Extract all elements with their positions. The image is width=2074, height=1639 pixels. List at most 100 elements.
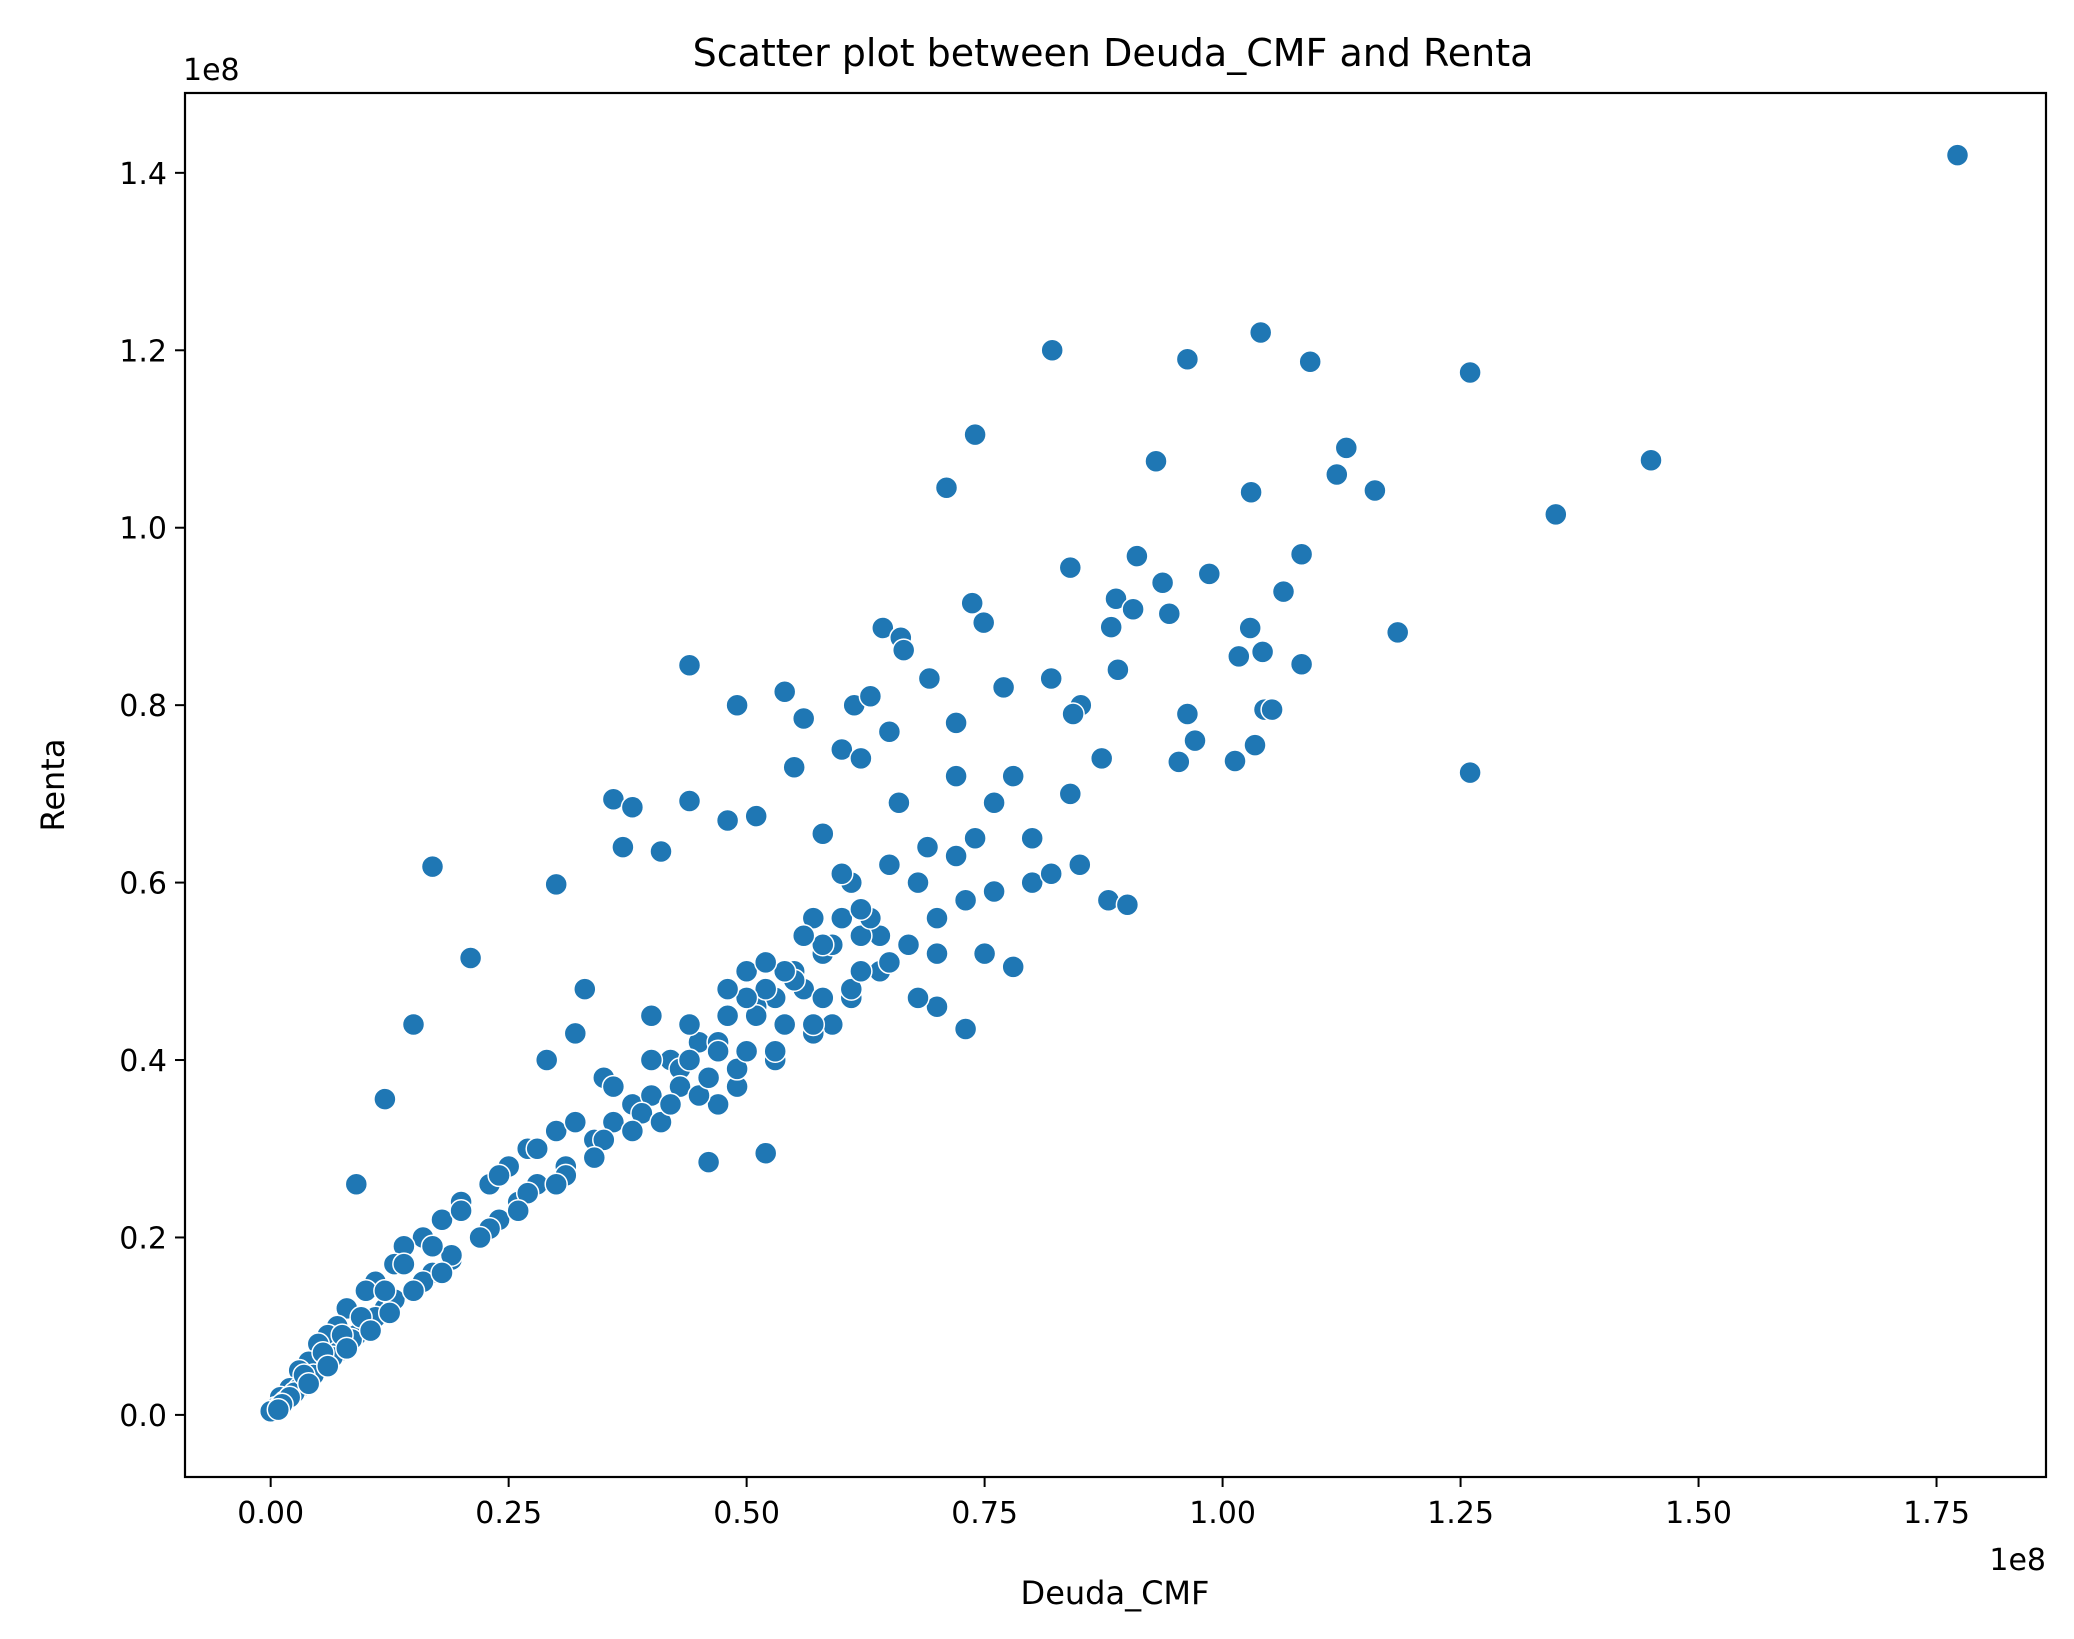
y-tick-label: 0.4	[119, 1044, 167, 1079]
data-point	[744, 804, 768, 828]
data-point	[1639, 448, 1663, 473]
data-point	[1243, 733, 1267, 757]
data-point	[1001, 764, 1025, 788]
data-point	[677, 789, 702, 813]
x-tick-label: 1.75	[1903, 1496, 1970, 1531]
data-point	[601, 1110, 626, 1134]
x-tick-label: 1.50	[1665, 1496, 1732, 1531]
data-point	[373, 1087, 397, 1111]
x-tick-label: 0.25	[475, 1496, 542, 1531]
data-point	[744, 1003, 768, 1028]
x-tick-label: 1.25	[1427, 1496, 1494, 1531]
data-point	[917, 666, 942, 691]
data-point	[358, 1318, 383, 1343]
data-point	[1945, 143, 1970, 167]
data-point	[544, 872, 568, 897]
data-point	[1058, 555, 1083, 580]
data-point	[468, 1225, 492, 1250]
data-point	[972, 941, 997, 966]
data-point	[544, 1172, 568, 1196]
data-point	[849, 897, 873, 921]
x-tick-label: 0.00	[237, 1496, 304, 1531]
data-point	[677, 1012, 702, 1037]
data-point	[1068, 853, 1092, 877]
data-point	[811, 986, 835, 1010]
data-point	[1260, 697, 1284, 722]
data-point	[925, 995, 949, 1019]
data-point	[801, 1012, 826, 1037]
data-point	[849, 959, 873, 984]
data-point	[449, 1199, 473, 1223]
data-point	[982, 790, 1006, 815]
data-point	[772, 680, 797, 704]
data-point	[1150, 570, 1175, 595]
data-point	[725, 693, 749, 717]
x-tick-label: 1.00	[1189, 1496, 1256, 1531]
data-point	[506, 1199, 530, 1223]
data-point	[811, 932, 835, 957]
data-point	[430, 1261, 454, 1285]
data-point	[1040, 338, 1064, 363]
x-tick-label: 0.50	[713, 1496, 780, 1531]
x-axis-ticks: 0.00 0.25 0.50 0.75 1.00 1.25 1.50 1.75	[237, 1477, 1970, 1531]
data-point	[715, 977, 740, 1001]
data-point	[1115, 893, 1140, 917]
data-point	[1248, 320, 1273, 345]
data-point	[1458, 360, 1482, 385]
data-point	[891, 638, 916, 662]
data-point	[971, 610, 996, 635]
data-point	[715, 808, 740, 833]
data-point	[420, 854, 445, 879]
data-point	[677, 653, 702, 677]
data-point	[1334, 436, 1359, 460]
data-point	[1458, 760, 1482, 785]
data-point	[1325, 462, 1349, 487]
data-point	[1144, 449, 1168, 473]
data-point	[344, 1172, 369, 1196]
data-point	[1039, 861, 1063, 886]
data-point	[782, 755, 806, 780]
data-point	[896, 932, 921, 957]
data-point	[715, 1003, 740, 1028]
data-point	[573, 977, 597, 1001]
data-point	[706, 1092, 730, 1117]
data-point	[1121, 597, 1145, 622]
data-point	[877, 950, 902, 975]
data-point	[1238, 616, 1262, 640]
chart-title: Scatter plot between Deuda_CMF and Renta	[693, 31, 1534, 75]
data-point	[658, 1092, 683, 1117]
data-point	[906, 870, 930, 895]
data-point	[1099, 615, 1123, 639]
y-tick-label: 1.0	[119, 512, 167, 547]
data-point	[1020, 826, 1044, 850]
data-point	[925, 941, 949, 966]
data-point	[772, 959, 797, 984]
data-point	[373, 1278, 397, 1303]
data-point	[611, 835, 635, 859]
data-point	[1544, 502, 1568, 527]
data-point	[991, 675, 1016, 700]
data-point	[963, 422, 987, 447]
data-point	[1125, 544, 1149, 568]
data-point	[1039, 666, 1063, 691]
data-point	[1058, 782, 1083, 806]
data-point	[639, 1048, 664, 1072]
data-point	[877, 853, 902, 877]
data-point	[772, 1012, 797, 1037]
data-point	[266, 1397, 291, 1422]
data-point	[487, 1163, 511, 1188]
data-point	[1289, 542, 1314, 567]
data-point	[1106, 657, 1130, 682]
data-point	[1183, 728, 1207, 753]
y-axis-label: Renta	[34, 739, 72, 832]
data-point	[734, 959, 759, 984]
data-point	[1167, 750, 1191, 774]
data-point	[753, 1141, 778, 1165]
plot-frame	[183, 91, 2048, 1479]
data-point	[1271, 579, 1296, 604]
data-point	[525, 1136, 549, 1161]
data-point	[1020, 870, 1044, 895]
data-point	[1289, 652, 1314, 677]
data-point	[944, 764, 968, 788]
